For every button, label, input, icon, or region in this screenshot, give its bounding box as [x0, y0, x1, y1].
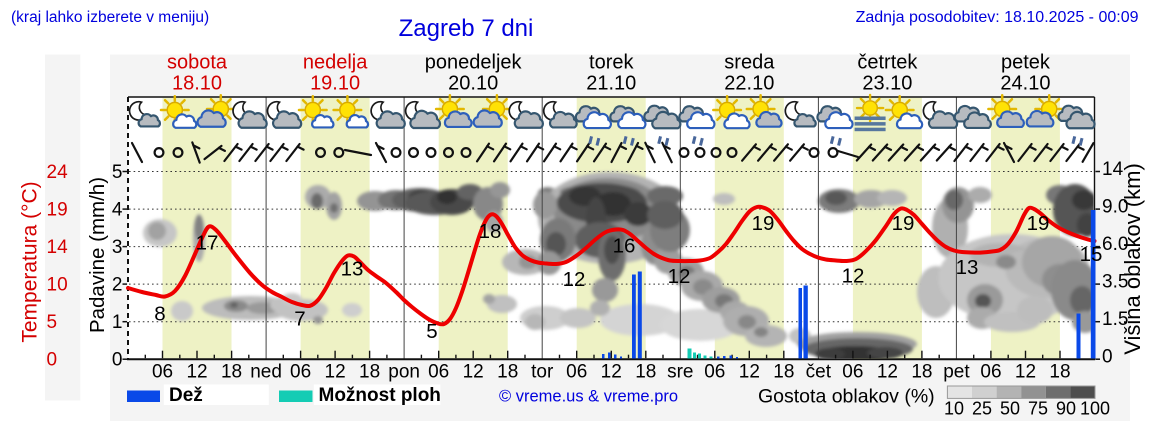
- svg-text:06: 06: [566, 362, 587, 383]
- svg-text:7: 7: [294, 308, 305, 331]
- svg-text:12: 12: [325, 362, 346, 383]
- svg-text:sreda: sreda: [724, 52, 775, 74]
- svg-text:tor: tor: [531, 362, 554, 383]
- svg-text:6.0: 6.0: [1102, 234, 1128, 255]
- svg-text:5: 5: [112, 162, 123, 183]
- svg-text:100: 100: [1080, 399, 1110, 419]
- svg-text:© vreme.us & vreme.pro: © vreme.us & vreme.pro: [499, 388, 678, 406]
- svg-text:0: 0: [47, 350, 58, 371]
- svg-text:18.10: 18.10: [172, 73, 222, 95]
- svg-text:19.10: 19.10: [310, 73, 360, 95]
- svg-text:19: 19: [892, 212, 915, 235]
- svg-text:Dež: Dež: [169, 385, 203, 406]
- svg-text:5: 5: [47, 312, 58, 333]
- svg-text:četrtek: četrtek: [857, 52, 918, 74]
- svg-text:19: 19: [752, 212, 775, 235]
- svg-text:12: 12: [668, 265, 691, 288]
- svg-text:8: 8: [154, 303, 165, 326]
- svg-text:20.10: 20.10: [448, 73, 498, 95]
- svg-text:17: 17: [196, 232, 219, 255]
- svg-text:pet: pet: [943, 362, 970, 383]
- svg-text:24: 24: [47, 162, 69, 183]
- svg-text:14: 14: [1102, 159, 1124, 180]
- svg-text:13: 13: [341, 258, 364, 281]
- svg-text:19: 19: [47, 200, 68, 221]
- svg-text:pon: pon: [388, 362, 420, 383]
- svg-text:12: 12: [739, 362, 760, 383]
- svg-text:3: 3: [112, 237, 123, 258]
- svg-text:06: 06: [428, 362, 449, 383]
- svg-text:25: 25: [972, 399, 992, 419]
- svg-text:9.0: 9.0: [1102, 197, 1128, 218]
- svg-text:12: 12: [601, 362, 622, 383]
- svg-text:0: 0: [1102, 347, 1113, 368]
- svg-text:13: 13: [956, 256, 979, 279]
- svg-text:90: 90: [1056, 399, 1076, 419]
- svg-text:06: 06: [842, 362, 863, 383]
- svg-text:12: 12: [877, 362, 898, 383]
- svg-text:75: 75: [1028, 399, 1048, 419]
- svg-text:18: 18: [773, 362, 794, 383]
- svg-text:(kraj lahko izberete v meniju): (kraj lahko izberete v meniju): [11, 9, 209, 26]
- svg-text:19: 19: [1027, 212, 1050, 235]
- svg-text:petek: petek: [1001, 52, 1051, 74]
- svg-text:5: 5: [426, 320, 437, 343]
- svg-text:1: 1: [112, 312, 123, 333]
- svg-text:12: 12: [186, 362, 207, 383]
- svg-text:18: 18: [359, 362, 380, 383]
- svg-text:12: 12: [563, 268, 586, 291]
- svg-text:18: 18: [635, 362, 656, 383]
- svg-text:10: 10: [47, 275, 68, 296]
- svg-text:22.10: 22.10: [724, 73, 774, 95]
- svg-text:18: 18: [1049, 362, 1070, 383]
- svg-text:50: 50: [1000, 399, 1020, 419]
- svg-text:12: 12: [463, 362, 484, 383]
- svg-text:Zagreb 7 dni: Zagreb 7 dni: [399, 15, 534, 42]
- svg-text:16: 16: [613, 235, 636, 258]
- svg-text:Zadnja posodobitev: 18.10.2025: Zadnja posodobitev: 18.10.2025 - 00:09: [856, 9, 1139, 26]
- svg-text:18: 18: [911, 362, 932, 383]
- svg-text:Višina oblakov (km): Višina oblakov (km): [1120, 163, 1145, 355]
- svg-text:Padavine (mm/h): Padavine (mm/h): [86, 177, 109, 333]
- svg-text:06: 06: [980, 362, 1001, 383]
- svg-text:ponedeljek: ponedeljek: [425, 52, 523, 74]
- svg-text:1.5: 1.5: [1102, 309, 1128, 330]
- svg-text:24.10: 24.10: [1000, 73, 1050, 95]
- svg-text:15: 15: [1080, 243, 1103, 266]
- svg-text:23.10: 23.10: [862, 73, 912, 95]
- svg-text:3.5: 3.5: [1102, 272, 1128, 293]
- svg-text:06: 06: [290, 362, 311, 383]
- svg-text:sre: sre: [667, 362, 693, 383]
- svg-text:06: 06: [152, 362, 173, 383]
- svg-text:čet: čet: [806, 362, 832, 383]
- svg-text:10: 10: [944, 399, 964, 419]
- svg-text:2: 2: [112, 275, 123, 296]
- svg-text:Gostota oblakov (%): Gostota oblakov (%): [758, 386, 935, 408]
- svg-text:18: 18: [221, 362, 242, 383]
- svg-text:14: 14: [47, 237, 69, 258]
- svg-text:Temperatura (°C): Temperatura (°C): [19, 181, 42, 342]
- svg-text:ned: ned: [250, 362, 282, 383]
- svg-text:06: 06: [704, 362, 725, 383]
- svg-text:12: 12: [1015, 362, 1036, 383]
- svg-text:torek: torek: [589, 52, 634, 74]
- svg-text:nedelja: nedelja: [303, 52, 368, 74]
- svg-text:Možnost ploh: Možnost ploh: [319, 385, 441, 406]
- svg-text:sobota: sobota: [167, 52, 228, 74]
- svg-text:18: 18: [479, 220, 502, 243]
- svg-text:21.10: 21.10: [586, 73, 636, 95]
- svg-text:4: 4: [112, 200, 123, 221]
- svg-text:12: 12: [842, 265, 865, 288]
- svg-text:18: 18: [497, 362, 518, 383]
- svg-text:0: 0: [112, 350, 123, 371]
